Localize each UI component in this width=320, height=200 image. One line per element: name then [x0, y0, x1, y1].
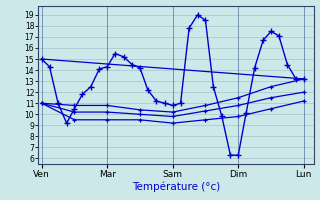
X-axis label: Température (°c): Température (°c) — [132, 181, 220, 192]
